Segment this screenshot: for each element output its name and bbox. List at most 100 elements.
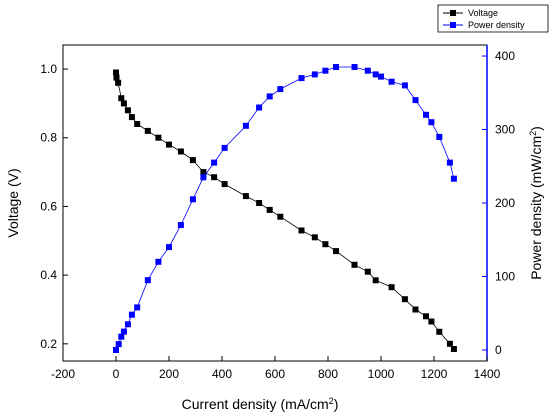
data-point-power-density <box>166 244 172 251</box>
y-left-axis-title: Voltage (V) <box>5 168 21 237</box>
data-point-voltage <box>364 268 371 275</box>
data-point-voltage <box>256 200 263 206</box>
data-point-voltage <box>388 284 395 291</box>
legend-box <box>437 4 549 33</box>
data-point-power-density <box>298 75 305 82</box>
data-point-voltage <box>428 318 435 325</box>
data-point-voltage <box>134 121 141 127</box>
legend-label-power-density: Power density <box>468 20 525 30</box>
legend: Voltage Power density <box>437 4 549 33</box>
data-point-voltage <box>333 248 339 255</box>
legend-marker-voltage <box>450 10 456 16</box>
y-left-tick-label: 0.2 <box>40 337 57 351</box>
data-point-power-density <box>364 67 371 74</box>
data-point-power-density <box>446 159 453 166</box>
series-line-voltage <box>115 72 455 350</box>
data-point-voltage <box>266 206 273 213</box>
data-point-voltage <box>189 157 196 164</box>
data-point-power-density <box>134 304 141 311</box>
y-right-tick-label: 200 <box>495 196 515 210</box>
data-point-power-density <box>372 71 379 78</box>
data-point-voltage <box>200 169 207 176</box>
y-left-axis-ticks: 0.2 0.4 0.6 0.8 1.0 <box>40 62 68 351</box>
y-left-tick-label: 0.4 <box>40 268 57 282</box>
data-point-voltage <box>211 174 218 181</box>
data-point-power-density <box>113 347 119 353</box>
data-point-voltage <box>423 313 429 320</box>
legend-label-voltage: Voltage <box>468 8 498 18</box>
data-point-power-density <box>177 222 184 228</box>
data-point-power-density <box>333 64 339 70</box>
data-point-power-density <box>351 64 358 70</box>
data-point-voltage <box>351 261 358 268</box>
data-point-voltage <box>436 328 443 335</box>
data-point-voltage <box>446 340 453 347</box>
data-point-power-density <box>436 133 443 140</box>
data-point-power-density <box>115 341 122 348</box>
data-point-power-density <box>256 104 263 111</box>
data-point-power-density <box>423 111 429 118</box>
data-point-power-density <box>412 97 419 104</box>
data-point-voltage <box>221 181 228 188</box>
data-point-voltage <box>322 241 329 248</box>
data-point-power-density <box>266 93 273 100</box>
y-left-tick-label: 0.8 <box>40 131 57 145</box>
series-line-power-density <box>115 66 455 351</box>
data-point-power-density <box>144 277 151 284</box>
data-point-power-density <box>450 175 457 182</box>
data-point-power-density <box>428 119 435 126</box>
data-point-power-density <box>120 328 127 335</box>
data-point-voltage <box>166 141 172 148</box>
x-tick-label: -200 <box>51 367 75 381</box>
y-left-tick-label: 1.0 <box>40 62 57 76</box>
series-layer <box>113 64 457 353</box>
y-right-tick-label: 400 <box>495 49 515 63</box>
data-point-voltage <box>144 127 151 134</box>
x-tick-label: 1400 <box>474 367 501 381</box>
data-point-voltage <box>311 234 318 241</box>
data-point-voltage <box>113 74 120 81</box>
data-point-power-density <box>128 311 135 318</box>
data-point-power-density <box>155 258 162 265</box>
y-right-tick-label: 300 <box>495 123 515 137</box>
data-point-power-density <box>118 333 125 340</box>
data-point-power-density <box>401 82 408 89</box>
data-point-voltage <box>401 296 408 303</box>
y-right-axis-title: Power density (mW/cm2) <box>528 126 544 280</box>
data-point-power-density <box>124 321 131 328</box>
data-point-voltage <box>412 306 419 313</box>
data-point-power-density <box>200 174 207 181</box>
data-point-power-density <box>277 86 284 93</box>
y-right-axis-ticks: 0 100 200 300 400 <box>482 49 515 357</box>
y-right-tick-label: 0 <box>495 343 502 357</box>
data-point-voltage <box>115 79 122 86</box>
data-point-voltage <box>242 193 249 200</box>
legend-marker-power <box>450 22 456 28</box>
x-tick-label: 1000 <box>368 367 395 381</box>
x-tick-label: 1200 <box>421 367 448 381</box>
data-point-voltage <box>124 107 131 114</box>
x-tick-label: 600 <box>265 367 285 381</box>
data-point-voltage <box>372 277 379 284</box>
data-point-power-density <box>378 73 384 80</box>
data-point-voltage <box>113 69 119 76</box>
data-point-voltage <box>118 95 125 102</box>
data-point-power-density <box>221 144 228 151</box>
data-point-voltage <box>120 100 127 107</box>
x-axis-title: Current density (mA/cm2) <box>182 396 339 412</box>
y-left-tick-label: 0.6 <box>40 199 57 213</box>
x-axis-ticks: -200 0 200 400 600 800 1000 1200 1400 <box>51 356 501 381</box>
data-point-power-density <box>211 159 218 166</box>
y-right-tick-label: 100 <box>495 269 515 283</box>
data-point-voltage <box>177 148 184 155</box>
data-point-power-density <box>242 122 249 129</box>
data-point-power-density <box>311 71 318 78</box>
x-tick-label: 0 <box>113 367 120 381</box>
data-point-voltage <box>128 114 135 121</box>
x-tick-label: 400 <box>212 367 232 381</box>
data-point-power-density <box>322 67 329 74</box>
data-point-voltage <box>450 346 457 352</box>
data-point-power-density <box>388 78 395 85</box>
data-point-power-density <box>189 196 196 203</box>
